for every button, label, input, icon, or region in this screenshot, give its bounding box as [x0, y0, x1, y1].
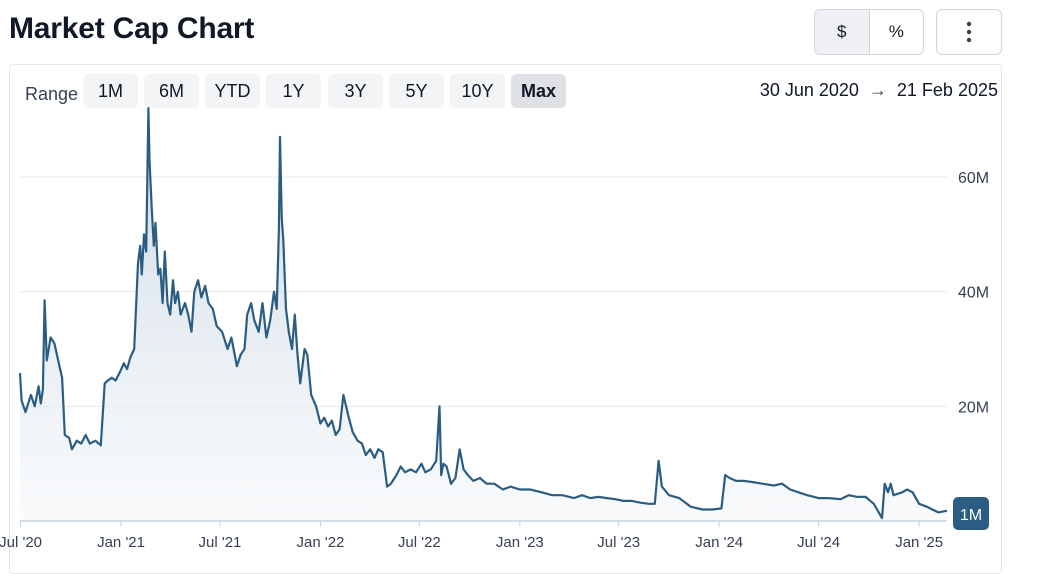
range-button-max[interactable]: Max — [511, 74, 566, 108]
y-tick-label: 20M — [958, 399, 989, 416]
range-button-1m[interactable]: 1M — [83, 74, 138, 108]
last-value-label: 1M — [960, 507, 982, 524]
percent-toggle-button[interactable]: % — [888, 22, 904, 41]
last-value-badge-bg — [953, 497, 989, 530]
unit-toggle: $ % — [814, 9, 924, 55]
x-tick-label: Jul '21 — [198, 534, 241, 551]
x-tick-label: Jul '23 — [597, 534, 640, 551]
market-cap-area — [20, 108, 947, 521]
range-button-5y[interactable]: 5Y — [389, 74, 444, 108]
page-title: Market Cap Chart — [9, 12, 255, 45]
vertical-dots-icon — [966, 21, 972, 43]
x-tick-label: Jul '20 — [0, 534, 42, 551]
date-range: 30 Jun 2020 → 21 Feb 2025 — [760, 80, 998, 101]
x-tick-label: Jul '24 — [797, 534, 840, 551]
x-axis: Jul '20 Jan '21 Jul '21 Jan '22 Jul '22 Jan '… — [0, 521, 943, 551]
market-cap-line — [18, 107, 948, 520]
x-tick-label: Jul '22 — [398, 534, 441, 551]
y-axis: 20M 40M 60M — [958, 170, 989, 416]
dollar-toggle-button[interactable]: $ — [815, 10, 870, 54]
y-tick-label: 40M — [958, 285, 989, 302]
y-tick-label: 60M — [958, 170, 989, 187]
arrow-right-icon: → — [868, 80, 887, 100]
x-tick-label: Jan '22 — [296, 534, 344, 551]
x-tick-label: Jan '24 — [695, 534, 743, 551]
x-tick-label: Jan '25 — [895, 534, 943, 551]
range-button-1y[interactable]: 1Y — [266, 74, 321, 108]
x-tick-label: Jan '23 — [496, 534, 544, 551]
x-tick-label: Jan '21 — [97, 534, 145, 551]
date-range-start[interactable]: 30 Jun 2020 — [759, 80, 859, 100]
last-value-badge: 1M — [953, 497, 989, 530]
range-button-3y[interactable]: 3Y — [328, 74, 383, 108]
range-button-ytd[interactable]: YTD — [205, 74, 260, 108]
range-button-6m[interactable]: 6M — [144, 74, 199, 108]
date-range-end[interactable]: 21 Feb 2025 — [896, 80, 998, 100]
range-label: Range — [25, 84, 79, 104]
range-button-10y[interactable]: 10Y — [450, 74, 505, 108]
more-options-button[interactable] — [936, 9, 1002, 55]
